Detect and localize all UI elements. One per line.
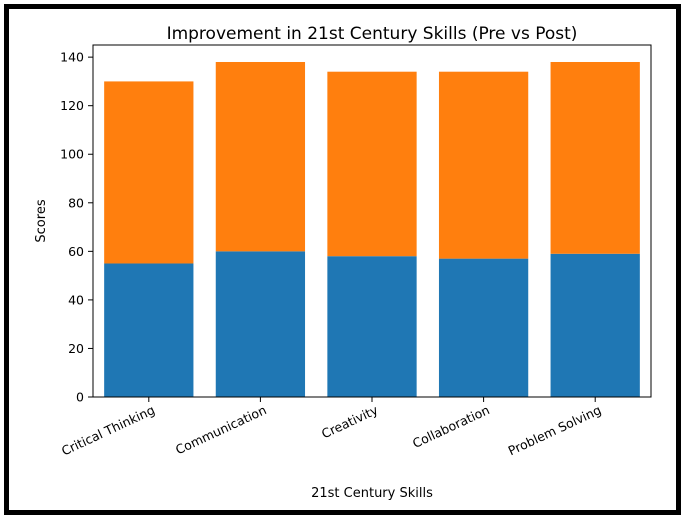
bar-post-creativity: [327, 71, 417, 257]
bars-group: [104, 61, 640, 397]
x-axis-label: 21st Century Skills: [311, 486, 433, 501]
bar-post-critical-thinking: [104, 81, 194, 264]
bar-pre-collaboration: [438, 258, 529, 397]
x-tick-label: Collaboration: [410, 402, 492, 451]
y-tick-label: 80: [68, 195, 84, 210]
x-tick-label: Creativity: [319, 402, 381, 441]
bar-pre-communication: [215, 251, 306, 397]
bar-pre-problem-solving: [550, 253, 640, 397]
bar-pre-critical-thinking: [104, 263, 194, 397]
y-tick-label: 60: [68, 244, 84, 259]
y-tick-label: 100: [60, 147, 84, 162]
y-tick-label: 0: [76, 390, 84, 405]
x-tick-label: Problem Solving: [506, 402, 604, 458]
x-axis-ticks: Critical Thinking Communication Creativity…: [59, 397, 603, 458]
y-axis-ticks: 0 20 40 60 80 100 120 140: [60, 50, 93, 405]
y-tick-label: 20: [68, 341, 84, 356]
x-tick-label: Communication: [173, 402, 269, 457]
chart-title: Improvement in 21st Century Skills (Pre …: [167, 24, 578, 44]
y-axis-label: Scores: [34, 199, 49, 242]
bar-post-problem-solving: [550, 61, 640, 254]
plot-area-border: [92, 44, 652, 398]
bar-post-communication: [215, 61, 306, 252]
y-tick-label: 140: [60, 50, 84, 65]
y-tick-label: 120: [60, 98, 84, 113]
x-tick-label: Critical Thinking: [59, 402, 157, 458]
bar-post-collaboration: [438, 71, 529, 259]
y-tick-label: 40: [68, 292, 84, 307]
bar-pre-creativity: [327, 256, 417, 397]
